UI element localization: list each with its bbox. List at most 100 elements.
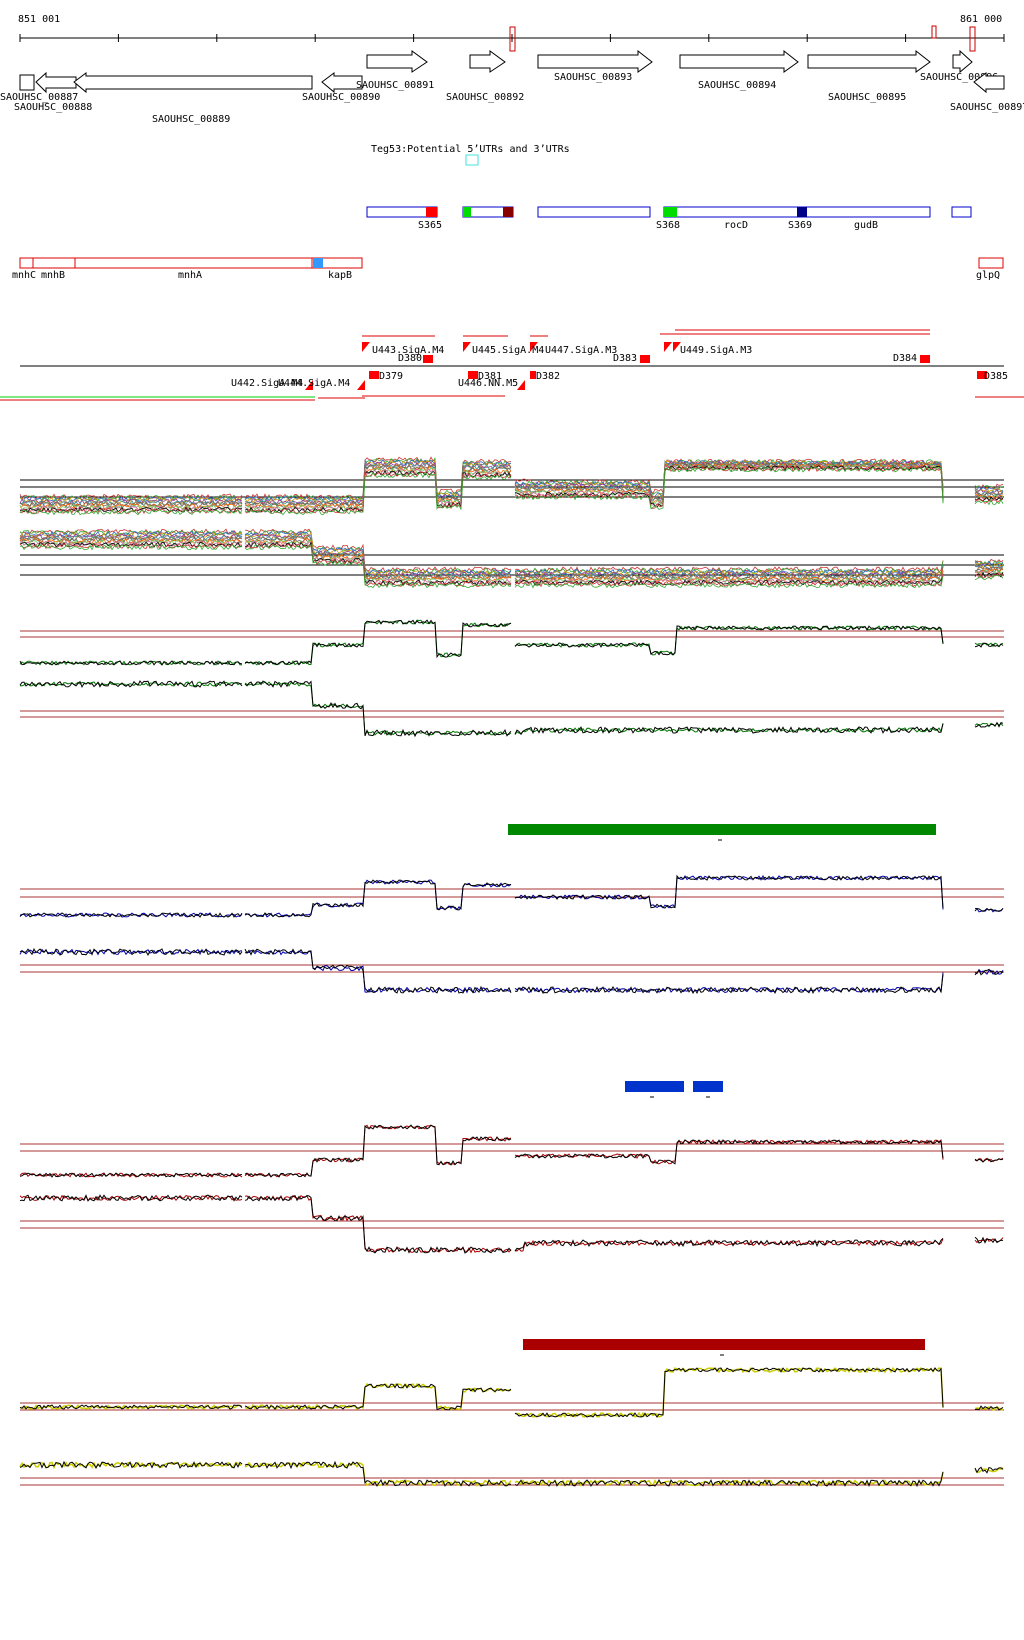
terminator-mark[interactable] [530,371,536,379]
terminator-label: D380 [398,353,422,364]
expression-trace [19,537,243,545]
expression-trace [19,544,243,551]
expression-trace [974,486,1004,492]
gene-label: SAOUHSC_00894 [698,80,776,91]
gene-SAOUHSC_00894[interactable]: SAOUHSC_00894 [679,49,799,91]
expression-trace [244,543,512,588]
segment-box[interactable] [951,206,972,218]
terminator-label: D384 [893,353,917,364]
expression-trace [244,460,512,504]
segment-mark-darkred[interactable] [503,207,513,217]
expression-trace [514,458,944,495]
gene-SAOUHSC_00890[interactable]: SAOUHSC_00890 [302,72,380,103]
expression-trace [19,1194,243,1202]
operon-box[interactable] [19,257,363,269]
gene-label: SAOUHSC_00895 [828,92,906,103]
gene-SAOUHSC_00891[interactable]: SAOUHSC_00891 [356,50,434,91]
gene-label: SAOUHSC_00897 [950,102,1024,113]
gene-SAOUHSC_00895[interactable]: SAOUHSC_00895 [807,49,931,103]
segment-mark-navy[interactable] [797,207,807,217]
segment-mark-green[interactable] [664,207,677,217]
coord-left-label: 851 001 [18,14,60,25]
expression-trace [514,1238,944,1252]
operon-gene-label: mnhC [12,270,36,281]
expression-trace [514,573,944,588]
terminator-mark[interactable] [369,371,379,379]
expression-trace [244,619,512,666]
red-expression-track [19,1124,1004,1254]
gene-SAOUHSC_00892[interactable]: SAOUHSC_00892 [446,50,524,103]
tss-flag[interactable] [664,342,672,352]
terminator-label: D381 [478,371,502,382]
expression-trace [244,949,512,994]
expression-trace [514,723,944,736]
expression-trace [244,1382,512,1411]
expression-trace [244,681,512,736]
terminator-mark[interactable] [920,355,930,363]
expression-trace [244,879,512,918]
gene-label: SAOUHSC_00891 [356,80,434,91]
expression-trace [974,492,1004,499]
expression-trace [244,469,512,514]
expression-trace [974,572,1004,579]
expression-trace [514,572,944,584]
gene-label: SAOUHSC_00893 [554,72,632,83]
tss-flag[interactable] [530,342,538,352]
expression-trace [514,466,944,510]
expression-trace [974,562,1004,568]
tss-flag[interactable] [305,380,313,390]
segment-label: S369 [788,220,812,231]
segment-label: S368 [656,220,680,231]
tss-label: U443.SigA.M4 [372,345,444,356]
terminator-mark[interactable] [977,371,987,379]
gene-SAOUHSC_00896[interactable]: SAOUHSC_00896 [920,49,998,83]
expression-trace [514,625,944,656]
terminator-mark[interactable] [423,355,433,363]
segment-mark-red[interactable] [426,207,437,217]
red-region-bar[interactable] [523,1339,925,1350]
expression-trace [514,463,944,506]
blue-region-bar[interactable] [625,1081,684,1092]
gene-SAOUHSC_00893[interactable]: SAOUHSC_00893 [537,49,653,83]
segment-label: S365 [418,220,442,231]
blue-region-bar[interactable] [693,1081,723,1092]
terminator-mark[interactable] [468,371,478,379]
operon-box[interactable] [978,257,1004,269]
expression-trace [19,501,243,509]
expression-trace [974,569,1004,576]
tss-flag[interactable] [517,380,525,390]
expression-trace [514,1367,944,1418]
gene-label: SAOUHSC_00896 [920,72,998,83]
utr-feature-box[interactable] [465,154,479,166]
tss-flag[interactable] [463,342,471,352]
expression-trace [974,574,1004,581]
segment-mark-green[interactable] [463,207,471,217]
expression-trace [514,565,944,579]
expression-trace [974,968,1004,976]
green-region-bar[interactable] [508,824,936,835]
expression-trace [974,1466,1004,1474]
gene-label: SAOUHSC_00887 [0,92,78,103]
tss-flag[interactable] [673,342,681,352]
terminator-mark[interactable] [640,355,650,363]
tss-terminator-track: U443.SigA.M4 U445.SigA.M4 U447.SigA.M3 U… [0,329,1024,401]
expression-trace [514,570,944,583]
tss-label: U444.SigA.M4 [278,378,350,389]
coordinate-ruler: 851 001 861 000 [18,14,1005,52]
segment-box[interactable] [537,206,651,218]
tss-flag[interactable] [362,342,370,352]
gene-SAOUHSC_00889[interactable]: SAOUHSC_00889 [73,72,313,125]
expression-trace [974,493,1004,499]
expression-trace [244,543,512,589]
ruler-marker [509,26,516,52]
gene-SAOUHSC_00887[interactable]: SAOUHSC_00887 [0,74,78,103]
expression-trace [514,974,944,995]
expression-trace [244,467,512,511]
operon-mark-kapB[interactable] [313,258,323,268]
expression-trace [244,1194,512,1254]
tss-flag[interactable] [357,380,365,390]
expression-trace [514,874,944,909]
gene-SAOUHSC_00897[interactable]: SAOUHSC_00897 [950,72,1024,113]
segment-label: gudB [854,220,878,231]
